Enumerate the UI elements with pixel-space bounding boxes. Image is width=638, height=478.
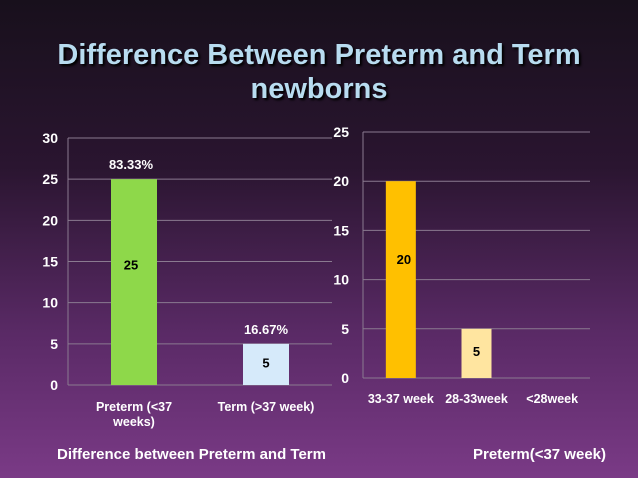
bar-0-1 (243, 343, 289, 385)
category-label-0-1: Term (>37 week) (218, 400, 315, 414)
data-label-0-1: 5 (262, 355, 269, 370)
y-tick-label-1: 25 (333, 124, 349, 140)
bar-1-1 (461, 328, 492, 378)
caption-right: Preterm(<37 week) (473, 446, 606, 463)
data-label-1-1: 5 (473, 344, 480, 359)
bar-0-0 (111, 179, 157, 385)
y-tick-label-0: 0 (50, 377, 58, 393)
bar-1-0 (385, 181, 416, 378)
annotation-0-0: 83.33% (109, 157, 154, 172)
y-tick-label-0: 10 (42, 295, 58, 311)
y-tick-label-0: 15 (42, 254, 58, 270)
annotation-0-1: 16.67% (244, 322, 289, 337)
y-tick-label-0: 20 (42, 212, 58, 228)
y-tick-label-0: 5 (50, 336, 58, 352)
y-tick-label-1: 0 (341, 370, 349, 386)
y-tick-label-1: 20 (333, 173, 349, 189)
title-line-2: newborns (250, 73, 388, 105)
chart-title: Difference Between Preterm and Term newb… (0, 38, 638, 106)
title-line-1: Difference Between Preterm and Term (57, 39, 581, 71)
category-label-1-2: <28week (526, 392, 578, 406)
category-label-1-0: 33-37 week (368, 392, 434, 406)
y-tick-label-0: 30 (42, 130, 58, 146)
y-tick-label-1: 5 (341, 321, 349, 337)
category-label-0-0: weeks) (112, 415, 155, 429)
category-label-0-0: Preterm (<37 (96, 400, 172, 414)
data-label-1-0: 20 (397, 252, 411, 267)
category-label-1-1: 28-33week (445, 392, 508, 406)
y-tick-label-1: 15 (333, 222, 349, 238)
y-tick-label-1: 10 (333, 272, 349, 288)
caption-left: Difference between Preterm and Term (57, 446, 326, 463)
y-tick-label-0: 25 (42, 171, 58, 187)
data-label-0-0: 25 (124, 258, 138, 273)
